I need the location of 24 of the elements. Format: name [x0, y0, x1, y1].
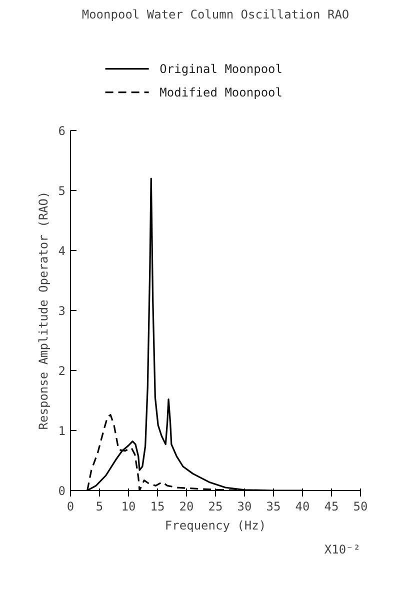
y-tick-label: 0 — [58, 484, 66, 498]
x-tick-label: 30 — [237, 500, 252, 514]
x-tick-label: 0 — [66, 500, 74, 514]
chart-title: Moonpool Water Column Oscillation RAO — [82, 8, 350, 22]
x-axis-title: Frequency (Hz) — [164, 518, 266, 532]
y-tick-label: 4 — [58, 244, 66, 258]
text: X10⁻² — [324, 542, 360, 556]
x-tick-label: 25 — [208, 500, 223, 514]
x-tick-label: 40 — [295, 500, 310, 514]
x-tick-label: 20 — [179, 500, 194, 514]
y-tick-label: 1 — [58, 424, 66, 438]
x-tick-label: 35 — [266, 500, 281, 514]
y-tick-label: 2 — [58, 364, 66, 378]
y-tick-label: 3 — [58, 304, 66, 318]
y-tick-label: 6 — [58, 124, 66, 138]
x-tick-label: 45 — [324, 500, 339, 514]
legend-label: Modified Moonpool — [160, 85, 283, 100]
x-tick-label: 15 — [150, 500, 165, 514]
x-tick-label: 5 — [96, 500, 104, 514]
y-tick-label: 5 — [58, 184, 66, 198]
x-tick-label: 10 — [121, 500, 136, 514]
y-axis-title: Response Amplitude Operator (RAO) — [36, 191, 50, 430]
legend-label: Original Moonpool — [160, 62, 283, 76]
x-tick-label: 50 — [353, 500, 368, 514]
